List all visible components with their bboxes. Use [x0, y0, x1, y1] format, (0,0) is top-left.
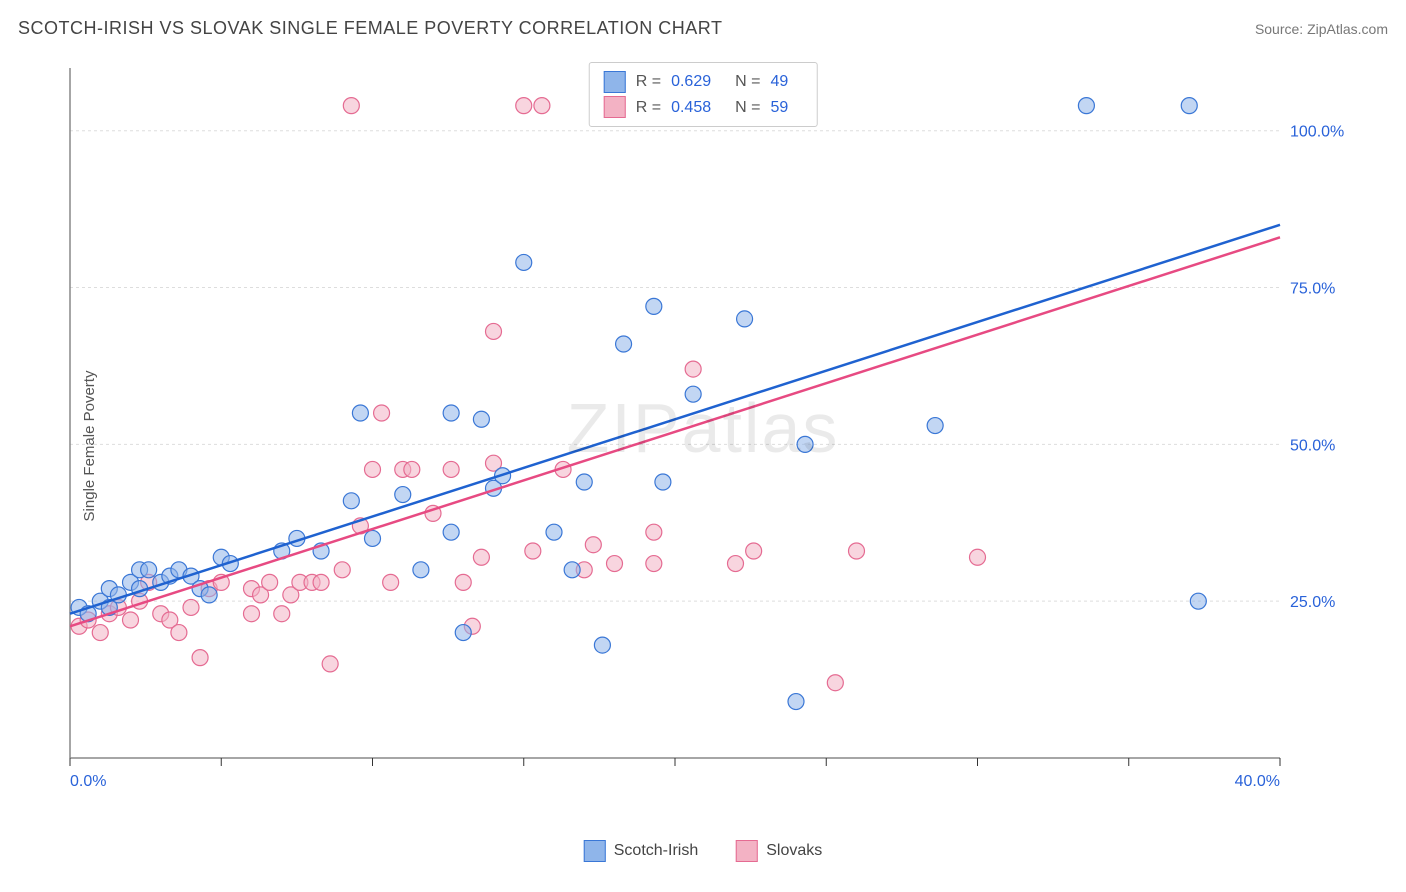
data-point: [616, 336, 632, 352]
data-point: [516, 98, 532, 114]
regression-line: [70, 237, 1280, 626]
data-point: [473, 549, 489, 565]
scatter-svg: 25.0% 50.0% 75.0% 100.0% 0.0% 40.0%: [60, 58, 1350, 798]
swatch-series-1: [604, 96, 626, 118]
data-point: [455, 574, 471, 590]
data-point: [646, 524, 662, 540]
correlation-stats-box: R = 0.629 N = 49 R = 0.458 N = 59: [589, 62, 818, 127]
data-point: [1181, 98, 1197, 114]
y-tick-label: 75.0%: [1290, 281, 1335, 298]
y-tick-label: 25.0%: [1290, 594, 1335, 611]
source-prefix: Source:: [1255, 21, 1307, 37]
data-point: [788, 694, 804, 710]
chart-plot-area: 25.0% 50.0% 75.0% 100.0% 0.0% 40.0%: [60, 58, 1350, 798]
data-point: [374, 405, 390, 421]
data-point: [383, 574, 399, 590]
y-tick-label: 100.0%: [1290, 124, 1344, 141]
n-value-series-1: 59: [770, 95, 788, 121]
n-label: N =: [735, 69, 760, 95]
stats-row-series-0: R = 0.629 N = 49: [604, 69, 803, 95]
legend-item-1: Slovaks: [736, 840, 822, 862]
data-point: [564, 562, 580, 578]
chart-header: SCOTCH-IRISH VS SLOVAK SINGLE FEMALE POV…: [18, 18, 1388, 39]
data-point: [192, 650, 208, 666]
r-label: R =: [636, 95, 661, 121]
chart-title: SCOTCH-IRISH VS SLOVAK SINGLE FEMALE POV…: [18, 18, 722, 39]
source-name: ZipAtlas.com: [1307, 21, 1388, 37]
data-point: [576, 474, 592, 490]
data-point: [546, 524, 562, 540]
data-point: [404, 461, 420, 477]
y-tick-label: 50.0%: [1290, 437, 1335, 454]
data-point: [737, 311, 753, 327]
data-point: [123, 612, 139, 628]
r-value-series-1: 0.458: [671, 95, 711, 121]
data-point: [443, 405, 459, 421]
data-point: [849, 543, 865, 559]
data-point: [655, 474, 671, 490]
data-point: [262, 574, 278, 590]
data-point: [685, 386, 701, 402]
data-point: [927, 418, 943, 434]
data-point: [746, 543, 762, 559]
data-point: [646, 556, 662, 572]
data-point: [607, 556, 623, 572]
legend-item-0: Scotch-Irish: [584, 840, 698, 862]
source-attribution: Source: ZipAtlas.com: [1255, 21, 1388, 37]
r-label: R =: [636, 69, 661, 95]
data-point: [585, 537, 601, 553]
data-point: [646, 298, 662, 314]
data-point: [322, 656, 338, 672]
data-point: [473, 411, 489, 427]
legend-label-1: Slovaks: [766, 842, 822, 860]
data-point: [534, 98, 550, 114]
data-point: [685, 361, 701, 377]
data-point: [516, 254, 532, 270]
x-tick-label: 40.0%: [1235, 773, 1280, 790]
data-point: [334, 562, 350, 578]
legend-swatch-1: [736, 840, 758, 862]
data-point: [352, 405, 368, 421]
n-value-series-0: 49: [770, 69, 788, 95]
data-point: [313, 574, 329, 590]
swatch-series-0: [604, 71, 626, 93]
data-point: [728, 556, 744, 572]
data-point: [395, 487, 411, 503]
legend: Scotch-Irish Slovaks: [584, 840, 823, 862]
data-point: [1078, 98, 1094, 114]
data-point: [827, 675, 843, 691]
data-point: [244, 606, 260, 622]
data-point: [274, 606, 290, 622]
data-point: [594, 637, 610, 653]
data-point: [443, 524, 459, 540]
data-point: [1190, 593, 1206, 609]
data-point: [365, 530, 381, 546]
data-point: [525, 543, 541, 559]
stats-row-series-1: R = 0.458 N = 59: [604, 95, 803, 121]
data-point: [413, 562, 429, 578]
n-label: N =: [735, 95, 760, 121]
data-point: [797, 436, 813, 452]
legend-label-0: Scotch-Irish: [614, 842, 698, 860]
data-point: [183, 599, 199, 615]
data-point: [486, 323, 502, 339]
data-point: [365, 461, 381, 477]
data-point: [455, 625, 471, 641]
data-point: [141, 562, 157, 578]
data-point: [171, 625, 187, 641]
data-point: [343, 98, 359, 114]
data-point: [343, 493, 359, 509]
data-point: [92, 625, 108, 641]
data-point: [970, 549, 986, 565]
data-point: [201, 587, 217, 603]
legend-swatch-0: [584, 840, 606, 862]
regression-line: [70, 225, 1280, 614]
r-value-series-0: 0.629: [671, 69, 711, 95]
x-tick-label: 0.0%: [70, 773, 106, 790]
data-point: [443, 461, 459, 477]
